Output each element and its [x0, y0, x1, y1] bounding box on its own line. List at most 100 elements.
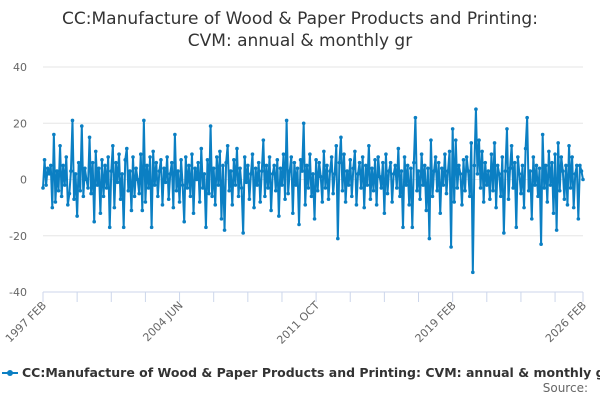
data-point: [323, 186, 328, 190]
data-point: [163, 180, 168, 185]
data-point: [345, 169, 349, 173]
data-point: [143, 200, 148, 204]
data-point: [399, 169, 404, 173]
data-point: [573, 172, 578, 176]
data-point: [98, 211, 103, 216]
data-point: [512, 160, 517, 165]
data-point: [381, 160, 385, 165]
data-point: [426, 166, 430, 171]
data-point: [348, 158, 353, 162]
data-point: [453, 138, 458, 142]
data-point: [398, 194, 402, 199]
data-point: [478, 186, 483, 190]
data-point: [320, 200, 325, 204]
data-point: [553, 152, 557, 156]
data-point: [225, 143, 230, 148]
data-point: [505, 127, 509, 131]
data-point: [547, 149, 551, 154]
data-point: [331, 191, 335, 196]
data-point: [131, 155, 135, 159]
data-point: [222, 228, 227, 232]
data-point: [332, 172, 337, 176]
data-point: [520, 163, 525, 168]
data-point: [173, 132, 177, 137]
data-point: [59, 194, 64, 199]
data-point: [72, 197, 76, 201]
data-point: [351, 166, 356, 171]
data-point: [561, 169, 565, 173]
data-point: [429, 138, 433, 142]
data-point: [301, 121, 306, 126]
data-point: [519, 191, 523, 196]
data-point: [264, 163, 269, 168]
data-point: [564, 163, 568, 168]
data-point: [75, 214, 79, 218]
data-point: [160, 203, 165, 207]
data-point: [266, 186, 270, 190]
data-point: [486, 169, 491, 173]
legend-item[interactable]: CC:Manufacture of Wood & Paper Products …: [2, 365, 600, 380]
data-point: [568, 186, 573, 190]
data-point: [103, 163, 107, 168]
data-point: [339, 135, 343, 140]
data-point: [196, 160, 200, 165]
data-point: [278, 166, 283, 171]
data-point: [359, 186, 363, 190]
data-point: [183, 155, 188, 159]
data-point: [379, 186, 384, 190]
data-point: [495, 163, 500, 168]
data-point: [570, 155, 574, 159]
data-point: [174, 188, 179, 193]
data-point: [480, 149, 484, 154]
data-point: [306, 186, 311, 190]
data-point: [241, 231, 245, 235]
data-point: [329, 155, 334, 159]
data-point: [129, 208, 134, 213]
data-point: [576, 217, 581, 221]
data-point: [436, 160, 441, 165]
data-point: [263, 194, 267, 199]
data-point: [522, 205, 526, 210]
data-point: [101, 194, 106, 199]
data-point: [419, 152, 424, 156]
data-point: [491, 188, 495, 193]
data-point: [87, 135, 92, 140]
data-point: [461, 158, 466, 162]
data-point: [298, 158, 303, 162]
data-point: [214, 155, 219, 159]
data-point: [314, 158, 318, 162]
data-point: [483, 160, 488, 165]
data-point: [121, 225, 126, 230]
data-point: [134, 166, 138, 171]
data-point: [47, 172, 52, 176]
data-point: [300, 169, 304, 173]
data-point: [221, 163, 225, 168]
data-point: [73, 172, 78, 176]
data-point: [460, 203, 464, 207]
data-point: [185, 186, 190, 190]
data-point: [275, 158, 280, 162]
data-point: [56, 188, 61, 193]
data-point: [466, 169, 470, 173]
data-point: [90, 160, 95, 165]
data-point: [472, 163, 477, 168]
data-point: [475, 172, 480, 176]
chart-title: CC:Manufacture of Wood & Paper Products …: [0, 8, 600, 52]
data-point: [502, 231, 506, 235]
data-point: [193, 166, 197, 171]
data-point: [176, 169, 180, 173]
data-point: [286, 191, 290, 196]
data-point: [148, 155, 152, 159]
data-point: [83, 166, 87, 171]
data-point: [581, 177, 585, 182]
data-point: [427, 236, 432, 241]
data-point: [142, 118, 146, 123]
data-point: [187, 163, 191, 168]
data-point: [349, 194, 354, 199]
data-point: [457, 163, 461, 168]
x-tick-label: 1997 FEB: [3, 299, 49, 345]
data-point: [197, 200, 202, 204]
data-point: [371, 188, 376, 193]
data-point: [154, 160, 159, 165]
data-point: [346, 183, 351, 187]
